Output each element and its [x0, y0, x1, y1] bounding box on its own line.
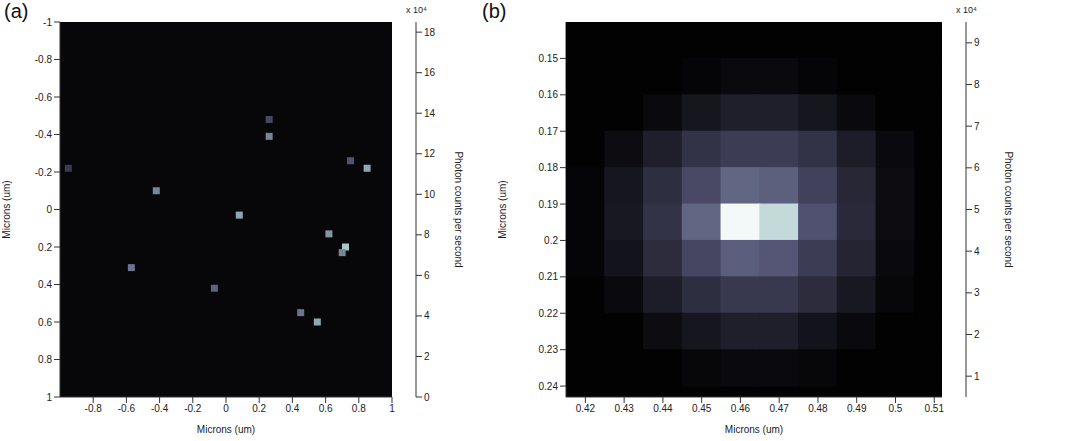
- svg-text:1: 1: [46, 392, 52, 403]
- svg-text:0.2: 0.2: [38, 242, 52, 253]
- svg-text:0.47: 0.47: [769, 403, 789, 414]
- svg-text:Microns (um): Microns (um): [725, 424, 783, 435]
- svg-text:0.6: 0.6: [319, 403, 333, 414]
- svg-text:0: 0: [223, 403, 229, 414]
- svg-text:6: 6: [974, 162, 980, 173]
- svg-text:-0.6: -0.6: [35, 92, 53, 103]
- svg-text:Photon counts per second: Photon counts per second: [453, 151, 464, 267]
- svg-text:0.48: 0.48: [808, 403, 828, 414]
- svg-text:0.24: 0.24: [539, 381, 559, 392]
- svg-text:9: 9: [974, 37, 980, 48]
- svg-text:0.22: 0.22: [539, 308, 559, 319]
- html-text:x 10⁴: x 10⁴: [406, 5, 427, 15]
- svg-text:-0.6: -0.6: [118, 403, 136, 414]
- svg-text:0.23: 0.23: [539, 344, 559, 355]
- svg-text:-0.8: -0.8: [85, 403, 103, 414]
- html-text:x 10⁴: x 10⁴: [956, 5, 977, 15]
- svg-text:0.2: 0.2: [544, 235, 558, 246]
- svg-text:16: 16: [424, 67, 436, 78]
- svg-text:-0.2: -0.2: [184, 403, 202, 414]
- svg-text:1: 1: [974, 371, 980, 382]
- svg-text:-0.4: -0.4: [151, 403, 169, 414]
- svg-text:10: 10: [424, 189, 436, 200]
- svg-text:2: 2: [424, 351, 430, 362]
- svg-text:0.6: 0.6: [38, 317, 52, 328]
- svg-text:0: 0: [46, 204, 52, 215]
- svg-text:0.44: 0.44: [653, 403, 673, 414]
- svg-text:0.51: 0.51: [925, 403, 945, 414]
- svg-text:0.8: 0.8: [38, 354, 52, 365]
- svg-text:0: 0: [424, 392, 430, 403]
- svg-text:0.16: 0.16: [539, 89, 559, 100]
- svg-text:Microns (um): Microns (um): [197, 424, 255, 435]
- svg-text:4: 4: [974, 246, 980, 257]
- svg-text:Microns (um): Microns (um): [497, 180, 508, 238]
- html-text:(a): (a): [4, 0, 29, 22]
- svg-text:0.21: 0.21: [539, 271, 559, 282]
- svg-text:Microns (um): Microns (um): [1, 180, 12, 238]
- svg-text:-0.4: -0.4: [35, 129, 53, 140]
- svg-text:6: 6: [424, 270, 430, 281]
- svg-text:0.46: 0.46: [731, 403, 751, 414]
- svg-text:0.42: 0.42: [576, 403, 596, 414]
- html-text:(b): (b): [482, 0, 507, 22]
- svg-text:8: 8: [974, 79, 980, 90]
- svg-text:-0.2: -0.2: [35, 167, 53, 178]
- svg-text:Photon counts per second: Photon counts per second: [1003, 151, 1014, 267]
- svg-text:0.15: 0.15: [539, 53, 559, 64]
- svg-text:3: 3: [974, 287, 980, 298]
- svg-text:12: 12: [424, 148, 436, 159]
- svg-text:0.43: 0.43: [614, 403, 634, 414]
- svg-text:-1: -1: [43, 17, 52, 28]
- svg-text:5: 5: [974, 204, 980, 215]
- svg-text:4: 4: [424, 310, 430, 321]
- svg-text:0.19: 0.19: [539, 199, 559, 210]
- svg-text:0.17: 0.17: [539, 126, 559, 137]
- svg-text:0.49: 0.49: [847, 403, 867, 414]
- svg-text:8: 8: [424, 229, 430, 240]
- svg-text:1: 1: [389, 403, 395, 414]
- svg-text:0.4: 0.4: [285, 403, 299, 414]
- svg-text:7: 7: [974, 121, 980, 132]
- svg-text:0.2: 0.2: [252, 403, 266, 414]
- svg-text:2: 2: [974, 329, 980, 340]
- svg-text:14: 14: [424, 108, 436, 119]
- svg-text:0.45: 0.45: [692, 403, 712, 414]
- svg-text:0.4: 0.4: [38, 279, 52, 290]
- svg-text:-0.8: -0.8: [35, 54, 53, 65]
- svg-text:0.5: 0.5: [889, 403, 903, 414]
- svg-text:0.8: 0.8: [352, 403, 366, 414]
- svg-text:18: 18: [424, 27, 436, 38]
- svg-text:0.18: 0.18: [539, 162, 559, 173]
